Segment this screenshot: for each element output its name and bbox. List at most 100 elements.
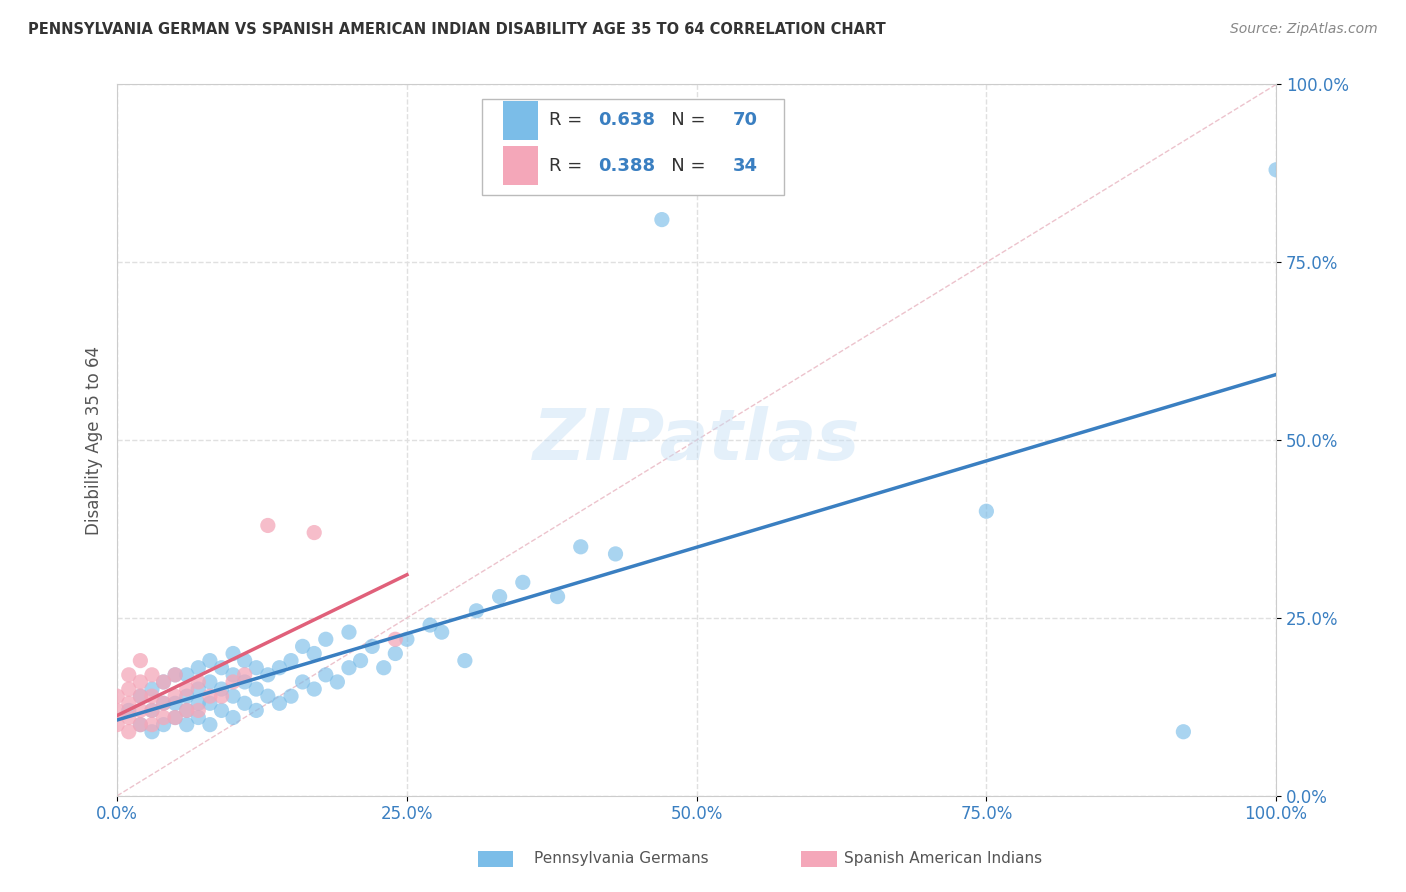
Point — [129, 654, 152, 668]
Point — [211, 703, 233, 717]
Point — [165, 668, 187, 682]
Text: Source: ZipAtlas.com: Source: ZipAtlas.com — [1230, 22, 1378, 37]
Point — [118, 703, 141, 717]
Point — [245, 661, 267, 675]
Y-axis label: Disability Age 35 to 64: Disability Age 35 to 64 — [86, 345, 103, 534]
Point — [152, 696, 174, 710]
Point — [302, 681, 325, 696]
Point — [222, 689, 245, 703]
Point — [118, 710, 141, 724]
Point — [198, 654, 221, 668]
Point — [233, 668, 256, 682]
Point — [233, 696, 256, 710]
Point — [651, 212, 673, 227]
Point — [176, 717, 198, 731]
Point — [141, 724, 163, 739]
Point — [141, 703, 163, 717]
Point — [373, 661, 395, 675]
Point — [257, 668, 280, 682]
Point — [222, 675, 245, 690]
Text: PENNSYLVANIA GERMAN VS SPANISH AMERICAN INDIAN DISABILITY AGE 35 TO 64 CORRELATI: PENNSYLVANIA GERMAN VS SPANISH AMERICAN … — [28, 22, 886, 37]
Point — [245, 703, 267, 717]
Point — [211, 661, 233, 675]
Point — [280, 689, 302, 703]
Point — [152, 710, 174, 724]
Text: 0.638: 0.638 — [598, 112, 655, 129]
Point — [1173, 724, 1195, 739]
Point — [198, 689, 221, 703]
Point — [152, 675, 174, 690]
Point — [257, 518, 280, 533]
Point — [141, 668, 163, 682]
Text: Spanish American Indians: Spanish American Indians — [844, 851, 1042, 865]
Text: Pennsylvania Germans: Pennsylvania Germans — [534, 851, 709, 865]
Point — [165, 710, 187, 724]
Point — [465, 604, 488, 618]
Point — [176, 703, 198, 717]
Point — [326, 675, 349, 690]
Point — [547, 590, 569, 604]
Point — [176, 681, 198, 696]
Point — [211, 681, 233, 696]
Point — [129, 689, 152, 703]
Point — [315, 668, 337, 682]
Point — [269, 696, 291, 710]
Point — [105, 689, 128, 703]
Point — [211, 689, 233, 703]
Point — [488, 590, 510, 604]
Point — [291, 675, 314, 690]
Point — [187, 681, 209, 696]
Point — [569, 540, 592, 554]
Point — [176, 703, 198, 717]
Point — [152, 717, 174, 731]
Point — [165, 696, 187, 710]
Point — [384, 647, 406, 661]
Text: N =: N = — [654, 156, 711, 175]
Point — [269, 661, 291, 675]
Point — [118, 681, 141, 696]
Point — [152, 675, 174, 690]
Point — [141, 717, 163, 731]
Point — [187, 710, 209, 724]
Point — [302, 525, 325, 540]
Point — [187, 703, 209, 717]
Point — [165, 710, 187, 724]
Point — [337, 625, 360, 640]
Text: 70: 70 — [733, 112, 758, 129]
Point — [395, 632, 418, 647]
Point — [302, 647, 325, 661]
Point — [257, 689, 280, 703]
Point — [222, 647, 245, 661]
Point — [141, 703, 163, 717]
Point — [129, 689, 152, 703]
Text: 34: 34 — [733, 156, 758, 175]
Point — [337, 661, 360, 675]
Point — [187, 696, 209, 710]
Text: 0.388: 0.388 — [598, 156, 655, 175]
Point — [129, 717, 152, 731]
Point — [129, 717, 152, 731]
Point — [165, 689, 187, 703]
Point — [419, 618, 441, 632]
Point — [605, 547, 627, 561]
Point — [176, 668, 198, 682]
Point — [141, 689, 163, 703]
Point — [233, 675, 256, 690]
Point — [430, 625, 453, 640]
Point — [118, 724, 141, 739]
Text: R =: R = — [550, 112, 589, 129]
Point — [152, 696, 174, 710]
Point — [384, 632, 406, 647]
Point — [361, 640, 384, 654]
Point — [118, 668, 141, 682]
Text: N =: N = — [654, 112, 711, 129]
Point — [176, 689, 198, 703]
Point — [976, 504, 998, 518]
FancyBboxPatch shape — [482, 99, 783, 194]
Point — [291, 640, 314, 654]
Point — [315, 632, 337, 647]
Point — [233, 654, 256, 668]
Point — [512, 575, 534, 590]
Point — [222, 710, 245, 724]
Point — [349, 654, 371, 668]
